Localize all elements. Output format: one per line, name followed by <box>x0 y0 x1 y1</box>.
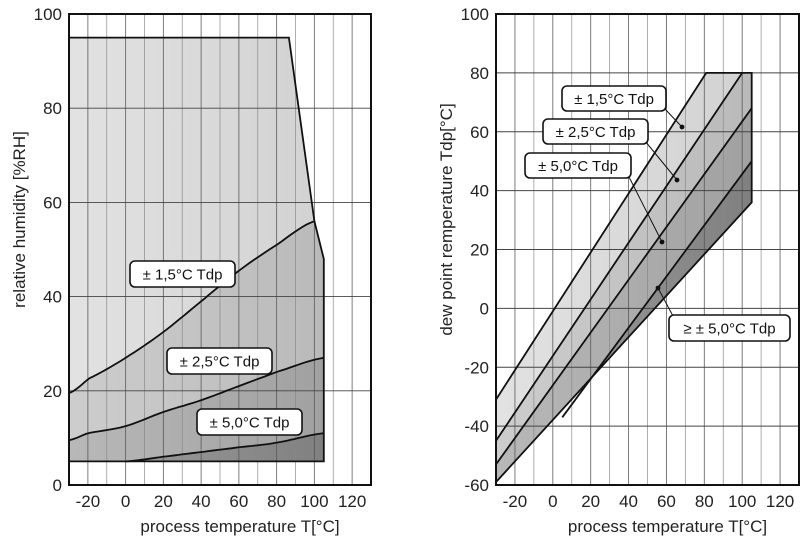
y-tick-label: 100 <box>461 5 489 24</box>
x-tick-label: 0 <box>121 492 130 511</box>
x-tick-label: 80 <box>695 492 714 511</box>
boundary-lines <box>68 220 324 463</box>
x-tick-label: 60 <box>229 492 248 511</box>
region-labels: ± 1,5°C Tdp ± 2,5°C Tdp ± 5,0°C Tdp <box>129 260 303 436</box>
x-tick-label: 40 <box>619 492 638 511</box>
x-tick-label: 20 <box>154 492 173 511</box>
x-tick-label: 120 <box>338 492 366 511</box>
region-labels: ± 1,5°C Tdp ± 2,5°C Tdp ± 5,0°C Tdp ≥ ± 5,0… <box>524 85 791 342</box>
tick-labels: -20 0 20 40 60 80 100 120 0 20 40 60 80 100 <box>34 5 367 511</box>
x-tick-label: 100 <box>300 492 328 511</box>
region-label-text: ± 2,5°C Tdp <box>180 354 260 371</box>
region-label-text: ± 5,0°C Tdp <box>210 415 290 432</box>
y-tick-label: 0 <box>480 299 489 318</box>
x-tick-label: -20 <box>503 492 528 511</box>
region-label-text: ≥ ± 5,0°C Tdp <box>683 321 775 338</box>
x-axis-label: process temperature T[°C] <box>568 517 767 536</box>
x-tick-label: 0 <box>548 492 557 511</box>
region-label-box <box>561 85 667 112</box>
y-tick-label: -60 <box>464 476 489 495</box>
y-tick-label: 20 <box>43 382 62 401</box>
region-label-box <box>668 314 791 342</box>
y-tick-label: 40 <box>470 182 489 201</box>
plot-frame <box>68 13 372 486</box>
y-tick-label: 60 <box>43 193 62 212</box>
y-axis-label: relative humidity [%RH] <box>10 131 29 308</box>
x-tick-label: 40 <box>192 492 211 511</box>
x-tick-label: 120 <box>766 492 794 511</box>
x-tick-label: 100 <box>728 492 756 511</box>
y-axis-label: dew point remperature Tdp[°C] <box>437 103 456 335</box>
region-label-text: ± 1,5°C Tdp <box>574 91 654 108</box>
region-label-text: ± 2,5°C Tdp <box>556 124 636 141</box>
y-tick-label: 40 <box>43 288 62 307</box>
y-tick-label: 20 <box>470 241 489 260</box>
region-label-box <box>196 408 303 436</box>
y-tick-label: 80 <box>43 99 62 118</box>
x-tick-label: -20 <box>76 492 101 511</box>
y-tick-label: 60 <box>470 123 489 142</box>
grid <box>69 14 371 485</box>
region-label-box <box>542 118 649 145</box>
y-tick-label: 80 <box>470 64 489 83</box>
x-axis-label: process temperature T[°C] <box>140 517 339 536</box>
right-chart-tdp: -20 0 20 40 60 80 100 120 -60 -40 -20 0 20 40 60 80 100 p… <box>437 5 800 536</box>
y-tick-label: -20 <box>464 358 489 377</box>
region-label-box <box>166 347 273 375</box>
region-label-box <box>129 260 236 288</box>
region-label-box <box>524 152 632 179</box>
y-tick-label: 0 <box>53 476 62 495</box>
y-tick-label: 100 <box>34 5 62 24</box>
x-tick-label: 60 <box>657 492 676 511</box>
tick-labels: -20 0 20 40 60 80 100 120 -60 -40 -20 0 20 40 60 80 100 <box>461 5 795 511</box>
region-label-text: ± 5,0°C Tdp <box>538 158 618 175</box>
region-label-text: ± 1,5°C Tdp <box>143 267 223 284</box>
y-tick-label: -40 <box>464 417 489 436</box>
x-tick-label: 20 <box>581 492 600 511</box>
plot-frame <box>495 13 800 486</box>
left-chart-rh: -20 0 20 40 60 80 100 120 0 20 40 60 80 100 process te… <box>10 5 372 536</box>
x-tick-label: 80 <box>267 492 286 511</box>
